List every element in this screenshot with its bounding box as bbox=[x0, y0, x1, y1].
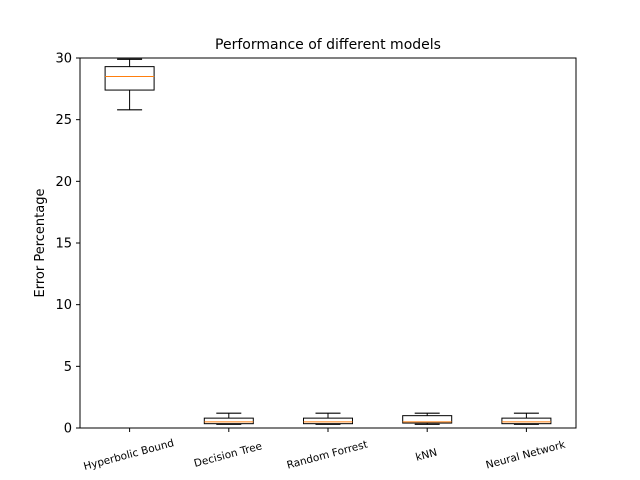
y-tick-label: 15 bbox=[55, 237, 72, 252]
y-axis-label: Error Percentage bbox=[33, 189, 48, 298]
box-3 bbox=[303, 417, 353, 425]
box-2 bbox=[203, 417, 254, 425]
y-tick-label: 10 bbox=[55, 298, 72, 313]
y-tick-label: 20 bbox=[55, 175, 72, 190]
box-4 bbox=[402, 415, 453, 424]
y-tick-label: 25 bbox=[55, 113, 72, 128]
box-5 bbox=[501, 417, 552, 425]
y-tick-label: 30 bbox=[55, 52, 72, 67]
y-tick-label: 0 bbox=[64, 422, 72, 437]
chart-title: Performance of different models bbox=[215, 37, 441, 53]
y-tick-label: 5 bbox=[64, 360, 72, 375]
box-1 bbox=[104, 66, 155, 91]
x-tick-label: kNN bbox=[414, 446, 438, 463]
